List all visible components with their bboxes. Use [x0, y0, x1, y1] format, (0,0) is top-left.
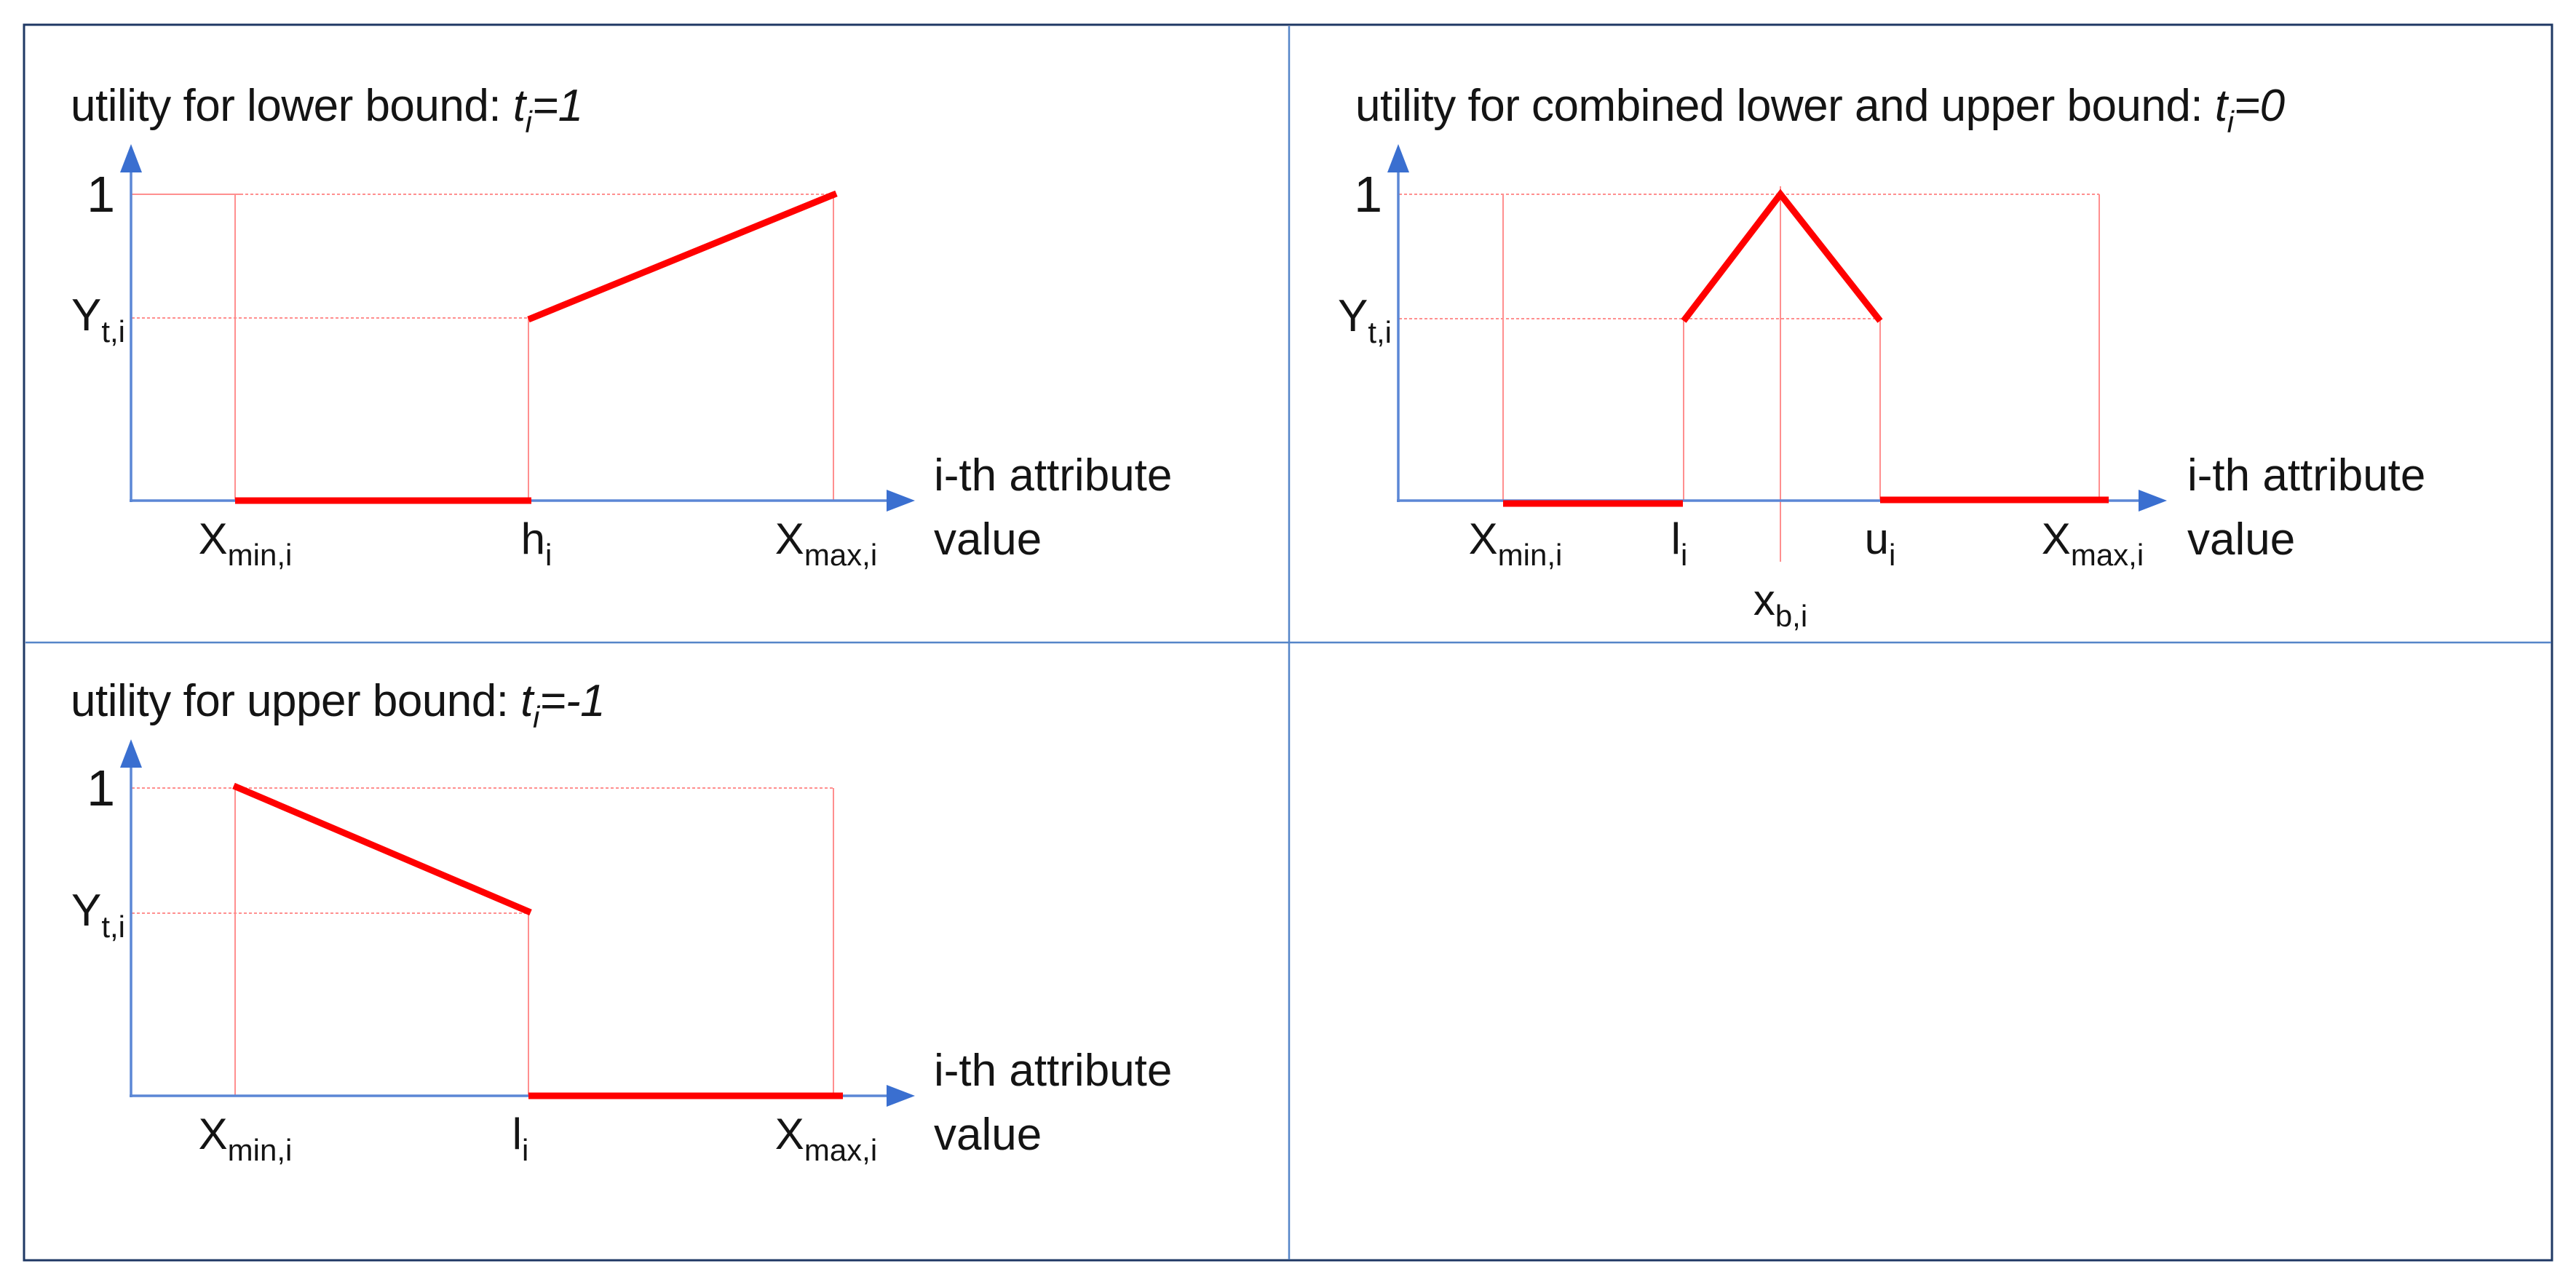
panel3-xtick-l-sub: i	[522, 1133, 529, 1167]
panel3-xtick-l-base: l	[512, 1110, 522, 1158]
panel2-title-text: utility for combined lower and upper bou…	[1355, 81, 2215, 131]
panel1-xtick-h-sub: i	[545, 538, 552, 572]
panel3-xtick-xmax-base: X	[774, 1110, 804, 1158]
panel3-title: utility for upper bound: ti=-1	[71, 676, 606, 734]
panel1-x-axis-arrow-icon	[887, 490, 915, 512]
panel2-title-var: t	[2214, 81, 2227, 131]
panel3-xtick-l: li	[512, 1109, 529, 1168]
panel2-xtick-xmax-base: X	[2041, 514, 2071, 563]
panel2-combined-bound-plot	[1387, 144, 2167, 562]
panel3-title-var-sub: i	[532, 700, 540, 734]
panel3-xtick-xmin-sub: min,i	[227, 1133, 293, 1167]
panel3-x-axis-label-line2: value	[934, 1110, 1042, 1160]
panel3-xtick-xmin: Xmin,i	[199, 1109, 293, 1168]
panel3-y-axis-arrow-icon	[120, 739, 142, 768]
panel2-xtick-u: ui	[1865, 514, 1896, 573]
panel1-xtick-xmin-sub: min,i	[227, 538, 293, 572]
panel2-title: utility for combined lower and upper bou…	[1355, 81, 2285, 139]
panel2-ytick-1: 1	[1354, 166, 1382, 223]
panel3-ytick-1: 1	[87, 760, 115, 816]
panel2-xtick-xmin-base: X	[1468, 514, 1498, 563]
panel2-xtick-l-base: l	[1671, 514, 1681, 563]
panel2-x-axis-label-line2: value	[2187, 514, 2296, 565]
outer-border	[23, 23, 2553, 1262]
panel3-ytick-yti-sub: t,i	[101, 910, 125, 944]
panel2-x-axis-label-line1: i-th attribute	[2187, 450, 2426, 501]
panel3-title-eq: =-1	[539, 676, 606, 726]
panel3-title-var: t	[520, 676, 533, 726]
panel2-xtick-l-sub: i	[1681, 538, 1688, 572]
panel2-title-eq: =0	[2233, 81, 2285, 131]
panel1-title: utility for lower bound: ti=1	[71, 81, 583, 139]
panel2-title-var-sub: i	[2227, 105, 2234, 139]
panel1-xtick-xmax-sub: max,i	[804, 538, 878, 572]
panel1-ytick-yti-base: Y	[71, 290, 102, 341]
panel1-title-eq: =1	[531, 81, 583, 131]
panel2-x-axis-arrow-icon	[2139, 490, 2167, 512]
panel1-ytick-1: 1	[87, 166, 115, 223]
panel1-ytick-yti-sub: t,i	[101, 314, 125, 349]
panel2-xtick-xmin: Xmin,i	[1469, 514, 1563, 573]
panel2-x-axis-label: i-th attribute value	[2187, 444, 2425, 572]
panel3-ytick-yti: Yt,i	[71, 888, 125, 942]
panel2-y-axis-arrow-icon	[1387, 144, 1409, 172]
panel1-xtick-xmin-base: X	[198, 514, 228, 563]
panel4-empty	[1290, 643, 2551, 1260]
panel1-utility-curve-rising-segment	[527, 190, 838, 323]
panel2-xtick-xmax: Xmax,i	[2042, 514, 2144, 573]
panel1-x-axis-label-line1: i-th attribute	[934, 450, 1173, 501]
panel3-xtick-xmax-sub: max,i	[804, 1133, 878, 1167]
panel2-xtick-xb: xb,i	[1753, 575, 1807, 634]
panel2-xtick-u-base: u	[1864, 514, 1890, 563]
panel2-utility-curve-triangle-segment	[1681, 188, 1883, 323]
panel3-title-text: utility for upper bound:	[71, 676, 521, 726]
panel1-xtick-xmax: Xmax,i	[775, 514, 877, 573]
panel3-x-axis-label-line1: i-th attribute	[934, 1046, 1173, 1096]
panel3-xtick-xmin-base: X	[198, 1110, 228, 1158]
panel1-title-text: utility for lower bound:	[71, 81, 513, 131]
panel1-x-axis-label-line2: value	[934, 514, 1042, 565]
panel2-xtick-xmax-sub: max,i	[2070, 538, 2144, 572]
panel2-ytick-yti-base: Y	[1337, 291, 1368, 341]
panel1-xtick-h: hi	[521, 514, 552, 573]
panel1-title-var: t	[512, 81, 526, 131]
panel1-xtick-h-base: h	[520, 514, 546, 563]
panel1-ytick-yti: Yt,i	[71, 293, 125, 347]
panel1-lower-bound-plot	[120, 144, 915, 512]
panel2-xtick-xb-base: x	[1753, 576, 1775, 624]
panel3-x-axis-label: i-th attribute value	[934, 1039, 1172, 1167]
panel3-utility-curve-falling-segment	[232, 782, 532, 916]
panel2-xtick-xmin-sub: min,i	[1497, 538, 1563, 572]
panel3-upper-bound-plot	[120, 739, 915, 1107]
panel1-xtick-xmin: Xmin,i	[199, 514, 293, 573]
panel2-ytick-yti-sub: t,i	[1368, 315, 1392, 349]
panel2-xtick-xb-sub: b,i	[1775, 599, 1808, 633]
panel1-title-var-sub: i	[525, 105, 532, 139]
panel3-ytick-yti-base: Y	[71, 886, 102, 936]
panel2-ytick-yti: Yt,i	[1338, 294, 1392, 348]
panel1-y-axis-arrow-icon	[120, 144, 142, 172]
panel2-xtick-u-sub: i	[1889, 538, 1896, 572]
panel1-x-axis-label: i-th attribute value	[934, 444, 1172, 572]
panel1-xtick-xmax-base: X	[774, 514, 804, 563]
panel2-xtick-l: li	[1671, 514, 1688, 573]
panel3-xtick-xmax: Xmax,i	[775, 1109, 877, 1168]
panel3-x-axis-arrow-icon	[887, 1085, 915, 1107]
